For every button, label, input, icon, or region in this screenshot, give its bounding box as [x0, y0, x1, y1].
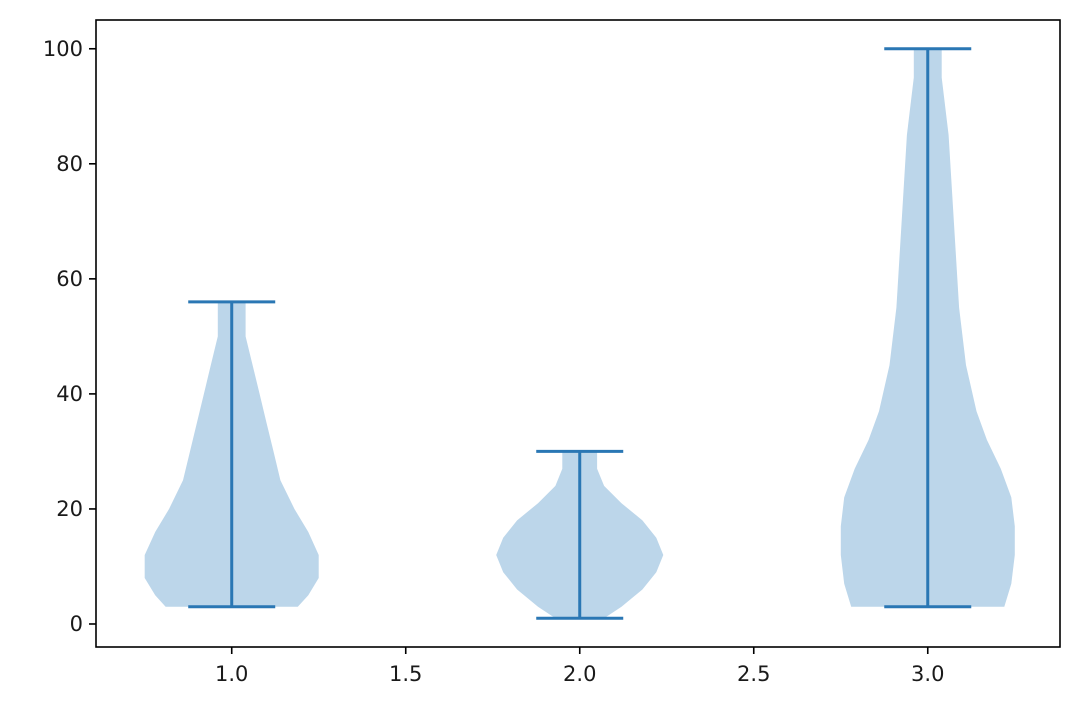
y-tick-label: 100: [43, 37, 83, 61]
stat-lines-layer: [188, 47, 972, 620]
y-tick-label: 60: [56, 267, 83, 291]
y-tick-label: 80: [56, 152, 83, 176]
y-tick-label: 0: [70, 612, 83, 636]
x-tick-label: 3.0: [911, 662, 944, 686]
y-tick-label: 20: [56, 497, 83, 521]
y-tick-label: 40: [56, 382, 83, 406]
plot-frame: [95, 19, 1061, 648]
x-tick-label: 1.0: [215, 662, 248, 686]
x-axis-ticks: 1.0 1.5 2.0 2.5 3.0: [215, 647, 944, 686]
x-tick-label: 2.5: [737, 662, 770, 686]
axes-frame: [95, 19, 1061, 648]
x-tick-label: 1.5: [389, 662, 422, 686]
x-tick-label: 2.0: [563, 662, 596, 686]
y-axis-ticks: 0 20 40 60 80 100: [43, 37, 96, 636]
